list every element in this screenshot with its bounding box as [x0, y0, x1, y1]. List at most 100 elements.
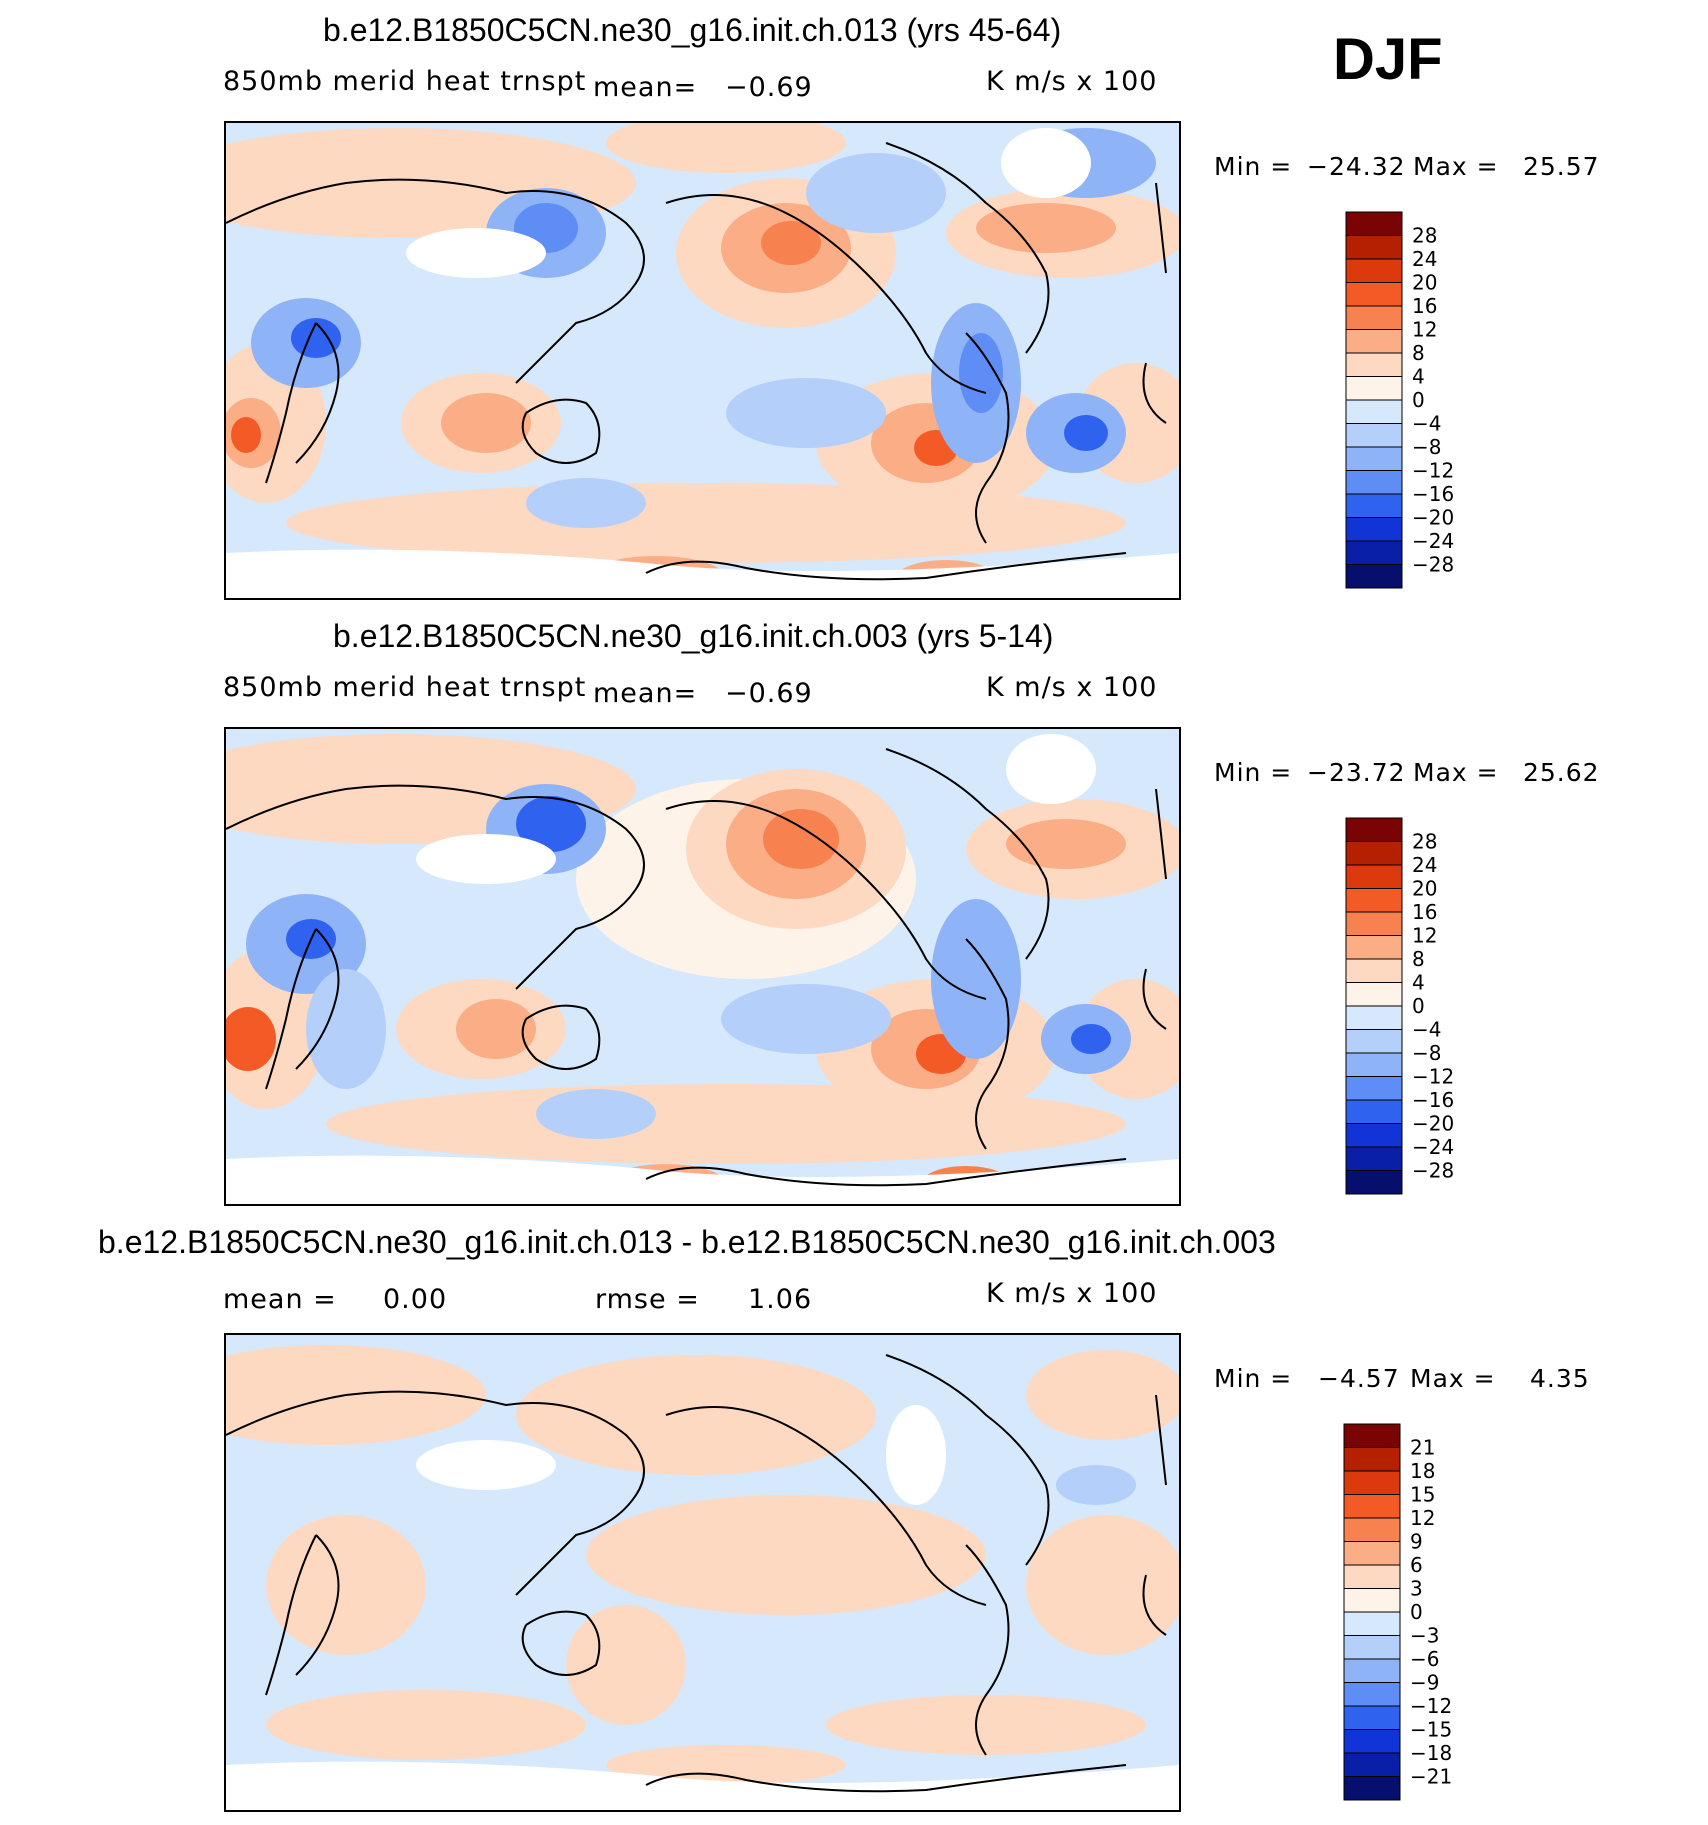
colorbar-3-tick-label: −12	[1410, 1694, 1452, 1718]
colorbar-2-tick-label: 20	[1412, 877, 1437, 901]
colorbar-3-box-4	[1343, 1517, 1401, 1542]
colorbar-3-box-1	[1343, 1447, 1401, 1472]
colorbar-1-tick-label: −8	[1412, 435, 1441, 459]
panel-2-mean-label: mean=	[593, 678, 698, 709]
colorbar-1-box-12	[1345, 493, 1403, 518]
colorbar-1-box-9	[1345, 423, 1403, 448]
colorbar-1-box-7	[1345, 376, 1403, 401]
colorbar-1-tick-label: 16	[1412, 294, 1437, 318]
panel-1-title: b.e12.B1850C5CN.ne30_g16.init.ch.013 (yr…	[323, 12, 1062, 48]
colorbar-3-tick-label: −3	[1410, 1624, 1439, 1648]
colorbar-2-tick-label: −20	[1412, 1112, 1454, 1136]
panel-2-colorbar: 28 24 20 16 12 8 4 0 −4 −8 −12 −16 −20 −24 −28	[1345, 817, 1486, 1198]
colorbar-2-box-1	[1345, 841, 1403, 866]
colorbar-1-box-11	[1345, 470, 1403, 495]
panel-1-min-label: Min =	[1214, 152, 1293, 181]
panel-3-title: b.e12.B1850C5CN.ne30_g16.init.ch.013 - b…	[98, 1224, 1276, 1260]
panel-1-map	[224, 121, 1181, 600]
panel-2-units: K m/s x 100	[986, 672, 1158, 703]
colorbar-2-box-10	[1345, 1052, 1403, 1077]
panel-1-variable: 850mb merid heat trnspt	[223, 66, 587, 97]
panel-3-rmse-value: 1.06	[748, 1284, 813, 1315]
colorbar-2-tick-label: −8	[1412, 1041, 1441, 1065]
colorbar-1-box-13	[1345, 517, 1403, 542]
colorbar-3-box-11	[1343, 1682, 1401, 1707]
colorbar-3-tick-label: 15	[1410, 1483, 1435, 1507]
colorbar-3-tick-label: −21	[1410, 1765, 1452, 1789]
colorbar-2-tick-label: −12	[1412, 1065, 1454, 1089]
colorbar-3-tick-label: 6	[1410, 1553, 1423, 1577]
colorbar-1-tick-label: −28	[1412, 553, 1454, 577]
colorbar-3-box-7	[1343, 1588, 1401, 1613]
colorbar-3-tick-label: 18	[1410, 1459, 1435, 1483]
colorbar-3-box-12	[1343, 1705, 1401, 1730]
panel-3-rmse-label: rmse =	[595, 1284, 700, 1315]
colorbar-1-tick-label: 8	[1412, 341, 1425, 365]
colorbar-1-tick-label: −20	[1412, 506, 1454, 530]
colorbar-2-tick-label: 4	[1412, 971, 1425, 995]
colorbar-1-tick-label: 28	[1412, 224, 1437, 248]
panel-3-mean-label: mean =	[223, 1284, 337, 1315]
colorbar-3-tick-label: −6	[1410, 1647, 1439, 1671]
panel-3-colorbar: 21 18 15 12 9 6 3 0 −3 −6 −9 −12 −15 −18 −21	[1343, 1423, 1484, 1804]
colorbar-2-tick-label: 28	[1412, 830, 1437, 854]
colorbar-1-tick-label: 12	[1412, 318, 1437, 342]
colorbar-2-box-15	[1345, 1170, 1403, 1195]
colorbar-3-tick-label: 9	[1410, 1530, 1423, 1554]
colorbar-1-box-6	[1345, 352, 1403, 377]
colorbar-2-tick-label: 16	[1412, 900, 1437, 924]
panel-2-mean-value: −0.69	[725, 678, 813, 709]
colorbar-1-box-0	[1345, 211, 1403, 236]
panel-1-max-value: 25.57	[1523, 152, 1600, 181]
colorbar-2-tick-label: 0	[1412, 994, 1425, 1018]
panel-2-title: b.e12.B1850C5CN.ne30_g16.init.ch.003 (yr…	[333, 618, 1054, 654]
colorbar-3-box-10	[1343, 1658, 1401, 1683]
colorbar-1-box-15	[1345, 564, 1403, 589]
colorbar-1-box-5	[1345, 329, 1403, 354]
colorbar-3-tick-label: 21	[1410, 1436, 1435, 1460]
panel-1-mean-value: −0.69	[725, 72, 813, 103]
panel-1-mean-label: mean=	[593, 72, 698, 103]
colorbar-2-box-14	[1345, 1146, 1403, 1171]
colorbar-3-tick-label: 0	[1410, 1600, 1423, 1624]
colorbar-3-box-9	[1343, 1635, 1401, 1660]
colorbar-2-tick-label: −4	[1412, 1018, 1441, 1042]
panel-3-max-label: Max =	[1410, 1364, 1496, 1393]
panel-2-min-label: Min =	[1214, 758, 1293, 787]
panel-3-map-field	[226, 1335, 1179, 1810]
colorbar-2-box-8	[1345, 1005, 1403, 1030]
colorbar-1-tick-label: −12	[1412, 459, 1454, 483]
colorbar-1-tick-label: −24	[1412, 529, 1454, 553]
colorbar-3-tick-label: −18	[1410, 1741, 1452, 1765]
colorbar-1-tick-label: −16	[1412, 482, 1454, 506]
colorbar-3-tick-label: 12	[1410, 1506, 1435, 1530]
colorbar-1-box-1	[1345, 235, 1403, 260]
panel-1-min-value: −24.32	[1307, 152, 1406, 181]
colorbar-2-box-6	[1345, 958, 1403, 983]
colorbar-2-tick-label: 12	[1412, 924, 1437, 948]
colorbar-3-box-0	[1343, 1423, 1401, 1448]
colorbar-3-box-14	[1343, 1752, 1401, 1777]
panel-3-units: K m/s x 100	[986, 1278, 1158, 1309]
colorbar-1-box-2	[1345, 258, 1403, 283]
panel-2-variable: 850mb merid heat trnspt	[223, 672, 587, 703]
panel-3-min-label: Min =	[1214, 1364, 1293, 1393]
colorbar-1-box-8	[1345, 399, 1403, 424]
colorbar-2-tick-label: −28	[1412, 1159, 1454, 1183]
panel-1-map-field	[226, 123, 1179, 598]
panel-2-map	[224, 727, 1181, 1206]
colorbar-1-box-10	[1345, 446, 1403, 471]
colorbar-1-box-14	[1345, 540, 1403, 565]
colorbar-3-box-3	[1343, 1494, 1401, 1519]
colorbar-3-box-8	[1343, 1611, 1401, 1636]
panel-3-map	[224, 1333, 1181, 1812]
colorbar-2-tick-label: −16	[1412, 1088, 1454, 1112]
colorbar-2-box-5	[1345, 935, 1403, 960]
colorbar-2-tick-label: 8	[1412, 947, 1425, 971]
colorbar-1-box-4	[1345, 305, 1403, 330]
colorbar-2-box-11	[1345, 1076, 1403, 1101]
colorbar-2-box-3	[1345, 888, 1403, 913]
season-label: DJF	[1333, 27, 1443, 92]
